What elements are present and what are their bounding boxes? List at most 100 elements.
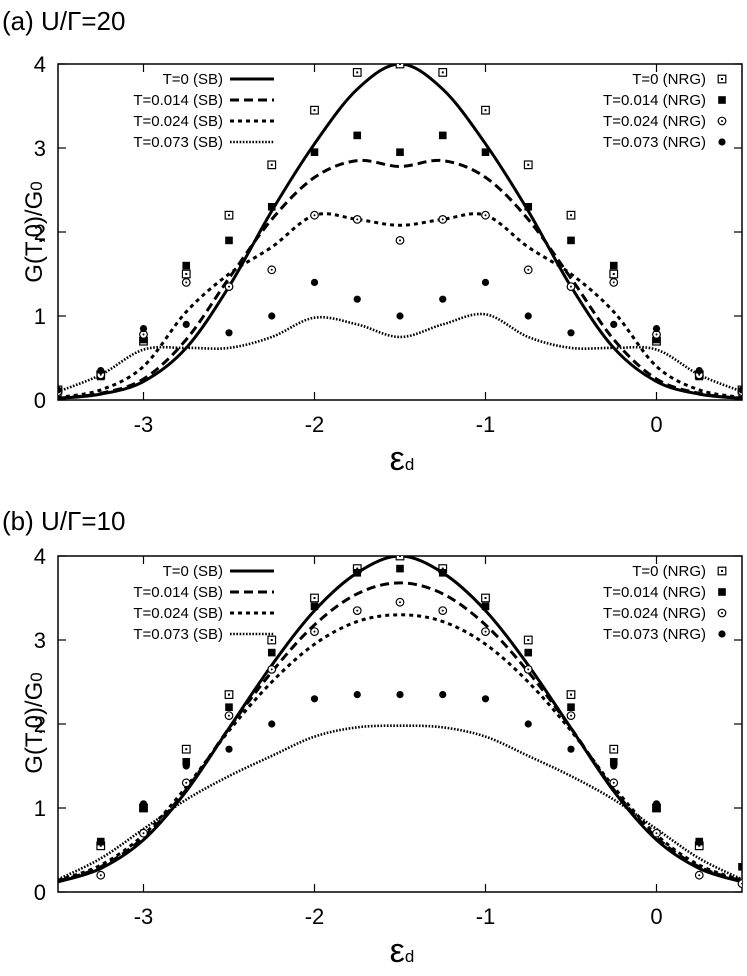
panel-b-nrg-1-point-6 (353, 569, 362, 577)
panel-b-x-tick-label: -3 (134, 904, 154, 929)
panel-b-x-tick-label: 0 (650, 904, 662, 929)
panel-b-nrg-3-point-7 (396, 691, 404, 699)
panel-a-nrg-3-point-13 (610, 320, 618, 328)
panel-b-nrg-2-point-6-center (356, 609, 359, 612)
panel-b-legend-nrg-3: T=0.073 (NRG) (603, 626, 706, 643)
panel-a-nrg-0-point-3-center (185, 273, 188, 275)
panel-a-legend-sb-3: T=0.073 (SB) (133, 134, 223, 151)
panel-b-nrg-2-point-4-center (270, 668, 273, 671)
panel-b-nrg-3-point-6 (353, 691, 361, 699)
panel-a-nrg-0-point-11-center (527, 163, 530, 166)
panel-b-nrg-1-point-9 (481, 602, 490, 611)
panel-b-nrg-0-point-2-center (185, 748, 188, 751)
panel-a-legend-nrg-1: T=0.014 (NRG) (603, 92, 706, 109)
panel-a-nrg-1-point-7 (353, 131, 362, 140)
panel-a-data (58, 64, 742, 400)
panel-a-y-tick-label: 4 (34, 52, 46, 77)
panel-a-nrg-3-point-8 (396, 312, 404, 320)
panel-b-nrg-3-point-2 (182, 762, 190, 770)
panel-b-sb-line-3 (58, 724, 742, 881)
panel-b-legend-nrg-swatch-1 (718, 588, 726, 596)
panel-b-nrg-0-point-9-center (484, 597, 487, 599)
panel-b-nrg-0-point-14-center (698, 844, 701, 847)
panel-a-nrg-1-point-3 (182, 261, 191, 270)
panel-b-nrg-3-point-14 (695, 838, 703, 846)
panel-b-legend-sb-3: T=0.073 (SB) (133, 626, 223, 643)
panel-a-sb-line-3 (58, 312, 742, 393)
panel-a-nrg-1-point-6 (310, 148, 319, 156)
panel-a-nrg-3-point-3 (182, 320, 190, 328)
panel-b-legend-sb-2: T=0.024 (SB) (133, 605, 223, 622)
panel-a-legend-sb-2: T=0.024 (SB) (133, 113, 223, 130)
panel-a-nrg-2-point-4-center (228, 285, 230, 288)
panel-a-nrg-1-point-4 (225, 236, 233, 245)
panel-b-nrg-0-point-6-center (356, 567, 359, 570)
panel-a-nrg-1-point-9 (438, 131, 447, 140)
panel-b: (b) U/Γ=10 G(T,0)/G0 εd -3 -2 -1 0 0 1 2 3 4 T=0 … (2, 506, 743, 970)
panel-b-nrg-3-point-4 (268, 720, 276, 728)
panel-b-legend-sb-1: T=0.014 (SB) (133, 584, 223, 601)
panel-b-nrg-1-point-1 (139, 804, 148, 812)
panel-a-legend-nrg-swatch-1 (718, 96, 726, 104)
panel-a-legend-nrg-0: T=0 (NRG) (632, 71, 706, 88)
panel-b-nrg-1-point-5 (310, 602, 319, 611)
panel-a-nrg-3-point-7 (353, 295, 361, 303)
panel-a-nrg-3-point-9 (439, 295, 447, 303)
panel-b-nrg-3-point-10 (524, 720, 532, 728)
panel-a-title: (a) U/Γ=20 (2, 6, 125, 36)
panel-a-nrg-2-point-10-center (484, 214, 487, 217)
panel-b-nrg-2-point-14-center (698, 874, 701, 877)
panel-a-y-tick-label: 3 (34, 136, 46, 161)
panel-a-nrg-0-point-13-center (612, 273, 615, 275)
panel-a-nrg-2-point-13-center (612, 281, 615, 284)
panel-a-nrg-1-point-10 (481, 148, 490, 156)
panel-a-sb-line-0 (58, 64, 742, 400)
panel-a-y-tick-label: 2 (34, 220, 46, 245)
panel-b-nrg-3-point-3 (225, 745, 233, 753)
panel-a-nrg-0-point-4-center (228, 214, 230, 217)
panel-b-x-tick-label: -2 (305, 904, 325, 929)
panel-a-nrg-1-point-8 (396, 148, 404, 156)
panel-a-nrg-2-point-3-center (185, 281, 188, 284)
panel-b-nrg-2-point-15 (737, 879, 742, 888)
panel-b-nrg-3-point-11 (567, 745, 575, 753)
panel-b-nrg-1-point-7 (396, 564, 404, 573)
panel-a-nrg-1-point-5 (267, 203, 276, 211)
panel-b-nrg-0-point-12-center (612, 748, 615, 751)
panel-b-nrg-2-point-3-center (228, 714, 230, 717)
panel-a-sb-line-1 (58, 158, 742, 400)
panel-b-y-tick-label: 1 (34, 796, 46, 821)
panel-a-nrg-2-point-8-center (399, 239, 401, 242)
panel-a-nrg-2-point-9-center (441, 218, 444, 221)
panel-b-nrg-1-point-2 (182, 758, 191, 766)
panel-b-nrg-2-point-11-center (570, 714, 572, 717)
panel-b-nrg-2-point-8-center (441, 609, 444, 612)
panel-b-nrg-0-point-5-center (313, 597, 316, 599)
panel-b-nrg-2-point-13-center (655, 832, 658, 835)
panel-b-nrg-2-point-10-center (527, 668, 530, 671)
panel-b-nrg-3-point-1 (139, 800, 148, 808)
panel-a-nrg-3-point-14 (652, 325, 661, 333)
panel-a-nrg-0-point-5-center (270, 163, 273, 166)
panel-b-nrg-2-point-1-center (142, 832, 145, 835)
panel-a-nrg-3-point-16 (738, 386, 742, 394)
panel-a-nrg-1-point-12 (567, 236, 575, 245)
panel-b-title: (b) U/Γ=10 (2, 506, 125, 536)
panel-b-nrg-3-point-9 (481, 695, 490, 703)
panel-b-nrg-1-point-3 (225, 703, 233, 711)
panel-b-y-tick-label: 4 (34, 544, 46, 569)
panel-b-nrg-2-point-2-center (185, 781, 188, 784)
panel-b-nrg-1-point-10 (524, 648, 533, 657)
panel-a-legend-nrg-3: T=0.073 (NRG) (603, 134, 706, 151)
panel-a-nrg-0-point-10-center (484, 109, 487, 112)
panel-a-legend-nrg-swatch-0-center (721, 78, 723, 80)
panel-b-nrg-3-point-13 (652, 800, 661, 808)
panel-b-nrg-2-point-15-center (741, 882, 742, 885)
panel-b-nrg-0-point-7 (395, 556, 405, 561)
panel-b-nrg-3-point-8 (439, 691, 447, 699)
panel-b-nrg-2-point-7-center (399, 601, 401, 604)
panel-a-legend-sb-0: T=0 (SB) (163, 71, 223, 88)
panel-a-nrg-2-point-7-center (356, 218, 359, 221)
panel-a-nrg-3-point-0 (58, 386, 62, 394)
